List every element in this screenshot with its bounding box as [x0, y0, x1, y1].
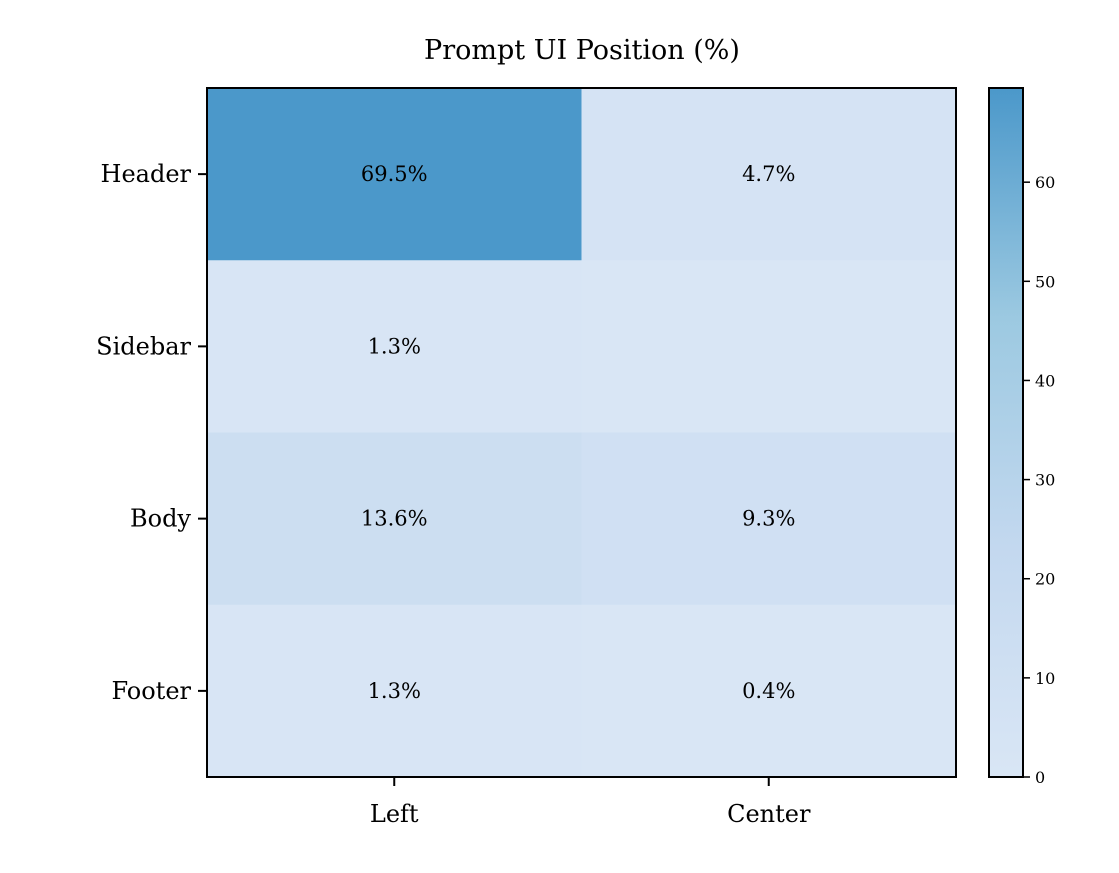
x-tick-label: Left	[370, 800, 419, 828]
y-tick-label: Footer	[111, 677, 191, 705]
colorbar-tick-label: 40	[1035, 371, 1055, 390]
heatmap-cell	[207, 604, 582, 778]
heatmap-cell	[207, 260, 582, 433]
heatmap-cell	[207, 88, 582, 261]
cell-value-label: 1.3%	[368, 679, 421, 703]
heatmap-cells: 69.5% 4.7% 1.3% 13.6% 9.3% 1.3% 0.4%	[207, 88, 957, 778]
heatmap-cell	[581, 260, 957, 433]
colorbar-scale	[988, 87, 1024, 778]
cell-value-label: 13.6%	[361, 507, 428, 531]
x-axis: Left Center	[370, 777, 811, 828]
colorbar: 0 10 20 30 40 50 60	[988, 87, 1055, 787]
y-tick-label: Body	[130, 505, 191, 533]
cell-value-label: 0.4%	[742, 679, 795, 703]
cell-value-label: 9.3%	[742, 507, 795, 531]
colorbar-tick-label: 50	[1035, 272, 1055, 291]
chart-title: Prompt UI Position (%)	[424, 35, 740, 66]
x-tick-label: Center	[727, 800, 811, 828]
heatmap-cell	[207, 432, 582, 606]
y-tick-label: Header	[101, 160, 192, 188]
cell-value-label: 1.3%	[368, 334, 421, 358]
colorbar-tick-label: 0	[1035, 768, 1045, 787]
heatmap-cell	[581, 432, 957, 606]
colorbar-tick-label: 60	[1035, 173, 1055, 192]
heatmap-cell	[581, 88, 957, 261]
y-axis: Header Sidebar Body Footer	[96, 160, 207, 705]
cell-value-label: 69.5%	[361, 162, 428, 186]
plot-frame	[206, 87, 957, 778]
cell-value-label: 4.7%	[742, 162, 795, 186]
colorbar-tick-label: 10	[1035, 669, 1055, 688]
colorbar-tick-label: 20	[1035, 570, 1055, 589]
colorbar-tick-label: 30	[1035, 471, 1055, 490]
y-tick-label: Sidebar	[96, 332, 191, 360]
heatmap-cell	[581, 604, 957, 778]
